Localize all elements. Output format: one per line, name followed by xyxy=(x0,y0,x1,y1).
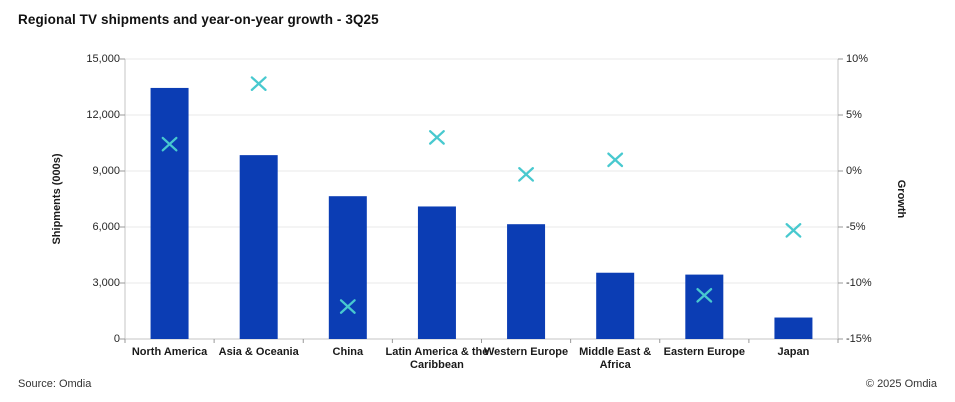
right-axis-tick-label: 5% xyxy=(846,109,862,121)
growth-x-marker xyxy=(161,136,178,152)
bar xyxy=(239,155,278,339)
right-axis-tick-label: -10% xyxy=(846,277,872,289)
category-label: Western Europe xyxy=(483,346,569,358)
chart-title: Regional TV shipments and year-on-year g… xyxy=(18,12,379,27)
category-label: Japan xyxy=(777,346,810,358)
bar xyxy=(328,196,367,339)
left-axis-tick-label: 9,000 xyxy=(92,165,120,177)
right-axis-title: Growth xyxy=(895,179,907,219)
bar xyxy=(150,87,189,339)
growth-x-marker xyxy=(518,167,535,182)
left-axis-tick-label: 6,000 xyxy=(92,221,120,233)
right-axis-tick-label: -5% xyxy=(846,221,866,233)
left-axis-tick-label: 0 xyxy=(113,333,120,345)
right-axis-tick-label: -15% xyxy=(846,333,872,345)
bar xyxy=(685,274,724,339)
source-note: Source: Omdia xyxy=(18,378,92,390)
right-axis-tick-label: 10% xyxy=(846,53,869,65)
bar xyxy=(596,272,635,339)
category-label: Middle East & Africa xyxy=(579,346,652,371)
growth-x-marker xyxy=(607,152,624,168)
growth-x-marker xyxy=(250,76,267,91)
bar xyxy=(774,317,813,339)
category-label: Asia & Oceania xyxy=(218,346,299,358)
growth-x-marker xyxy=(696,287,713,303)
category-label: Latin America & the Caribbean xyxy=(385,346,489,371)
left-axis-title: Shipments (000s) xyxy=(51,153,63,245)
left-axis-tick-label: 12,000 xyxy=(86,109,120,121)
category-label: Eastern Europe xyxy=(663,346,745,358)
bar xyxy=(507,224,546,339)
left-axis-tick-label: 15,000 xyxy=(86,53,120,65)
growth-x-marker xyxy=(785,223,802,238)
left-axis-tick-label: 3,000 xyxy=(92,277,120,289)
category-label: North America xyxy=(131,346,208,358)
growth-x-marker xyxy=(428,130,445,145)
category-label: China xyxy=(332,346,364,358)
right-axis-tick-label: 0% xyxy=(846,165,862,177)
bar xyxy=(417,206,456,339)
growth-x-marker xyxy=(339,299,356,314)
copyright-note: © 2025 Omdia xyxy=(865,378,937,390)
